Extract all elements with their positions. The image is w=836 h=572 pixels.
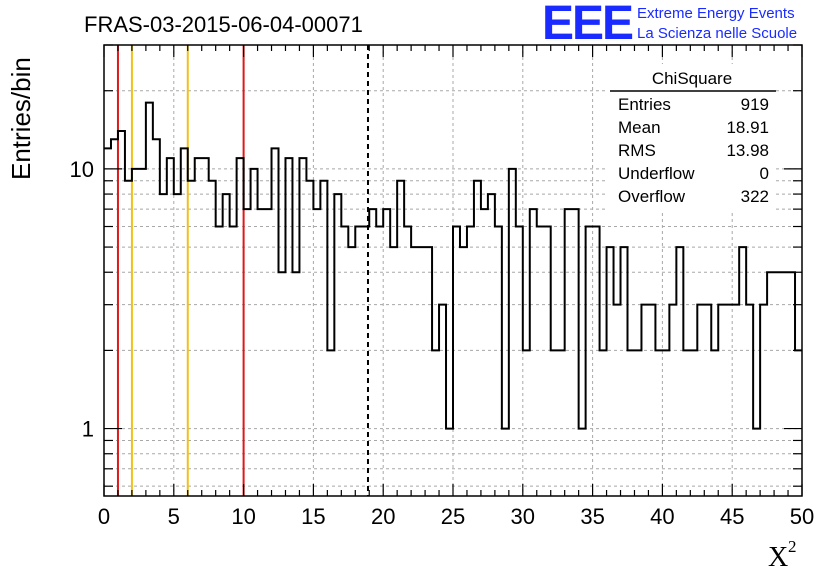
x-tick-label: 0 [98, 504, 110, 529]
y-axis-label: Entries/bin [6, 57, 36, 180]
x-tick-label: 20 [371, 504, 395, 529]
stats-box: ChiSquare Entries 919 Mean 18.91 RMS 13.98 Und… [608, 64, 776, 210]
x-tick-label: 5 [168, 504, 180, 529]
stats-row-label: Entries [618, 95, 671, 114]
stats-box-background [608, 64, 776, 210]
x-tick-label: 10 [231, 504, 255, 529]
stats-row-value: 18.91 [726, 118, 769, 137]
logo-line-2: La Scienza nelle Scuole [637, 25, 797, 42]
plot-frame [103, 44, 803, 497]
stats-row-label: Mean [618, 118, 661, 137]
stats-row-value: 919 [741, 95, 769, 114]
x-tick-label: 30 [511, 504, 535, 529]
logo-line-1: Extreme Energy Events [637, 5, 795, 22]
reference-lines [116, 45, 369, 496]
x-axis-label-superscript: 2 [788, 537, 797, 556]
stats-row-value: 0 [760, 164, 769, 183]
x-tick-label: 45 [720, 504, 744, 529]
stats-box-rows: Entries 919 Mean 18.91 RMS 13.98 Underflow 0 Ove… [618, 95, 769, 206]
x-tick-label: 50 [790, 504, 814, 529]
chart-title: FRAS-03-2015-06-04-00071 [84, 12, 363, 37]
stats-row-label: RMS [618, 141, 656, 160]
histogram [104, 101, 802, 430]
stats-row-label: Underflow [618, 164, 695, 183]
x-tick-label: 35 [580, 504, 604, 529]
histogram-outline [104, 101, 802, 430]
x-tick-label: 15 [301, 504, 325, 529]
stats-box-title: ChiSquare [652, 69, 732, 88]
x-tick-label: 25 [441, 504, 465, 529]
x-axis-label: X 2 [768, 537, 797, 572]
stats-row-value: 322 [741, 187, 769, 206]
stats-row-value: 13.98 [726, 141, 769, 160]
x-axis-label-text: X [768, 542, 788, 572]
axis-tick-labels: 0 5 10 15 20 25 30 35 40 45 50 1 10 [70, 157, 815, 529]
y-tick-label: 10 [70, 157, 94, 182]
logo-mark: EEE [542, 0, 633, 50]
x-tick-label: 40 [650, 504, 674, 529]
eee-logo: EEE Extreme Energy Events La Scienza nel… [542, 0, 797, 50]
stats-row-label: Overflow [618, 187, 686, 206]
y-tick-label: 1 [82, 417, 94, 442]
